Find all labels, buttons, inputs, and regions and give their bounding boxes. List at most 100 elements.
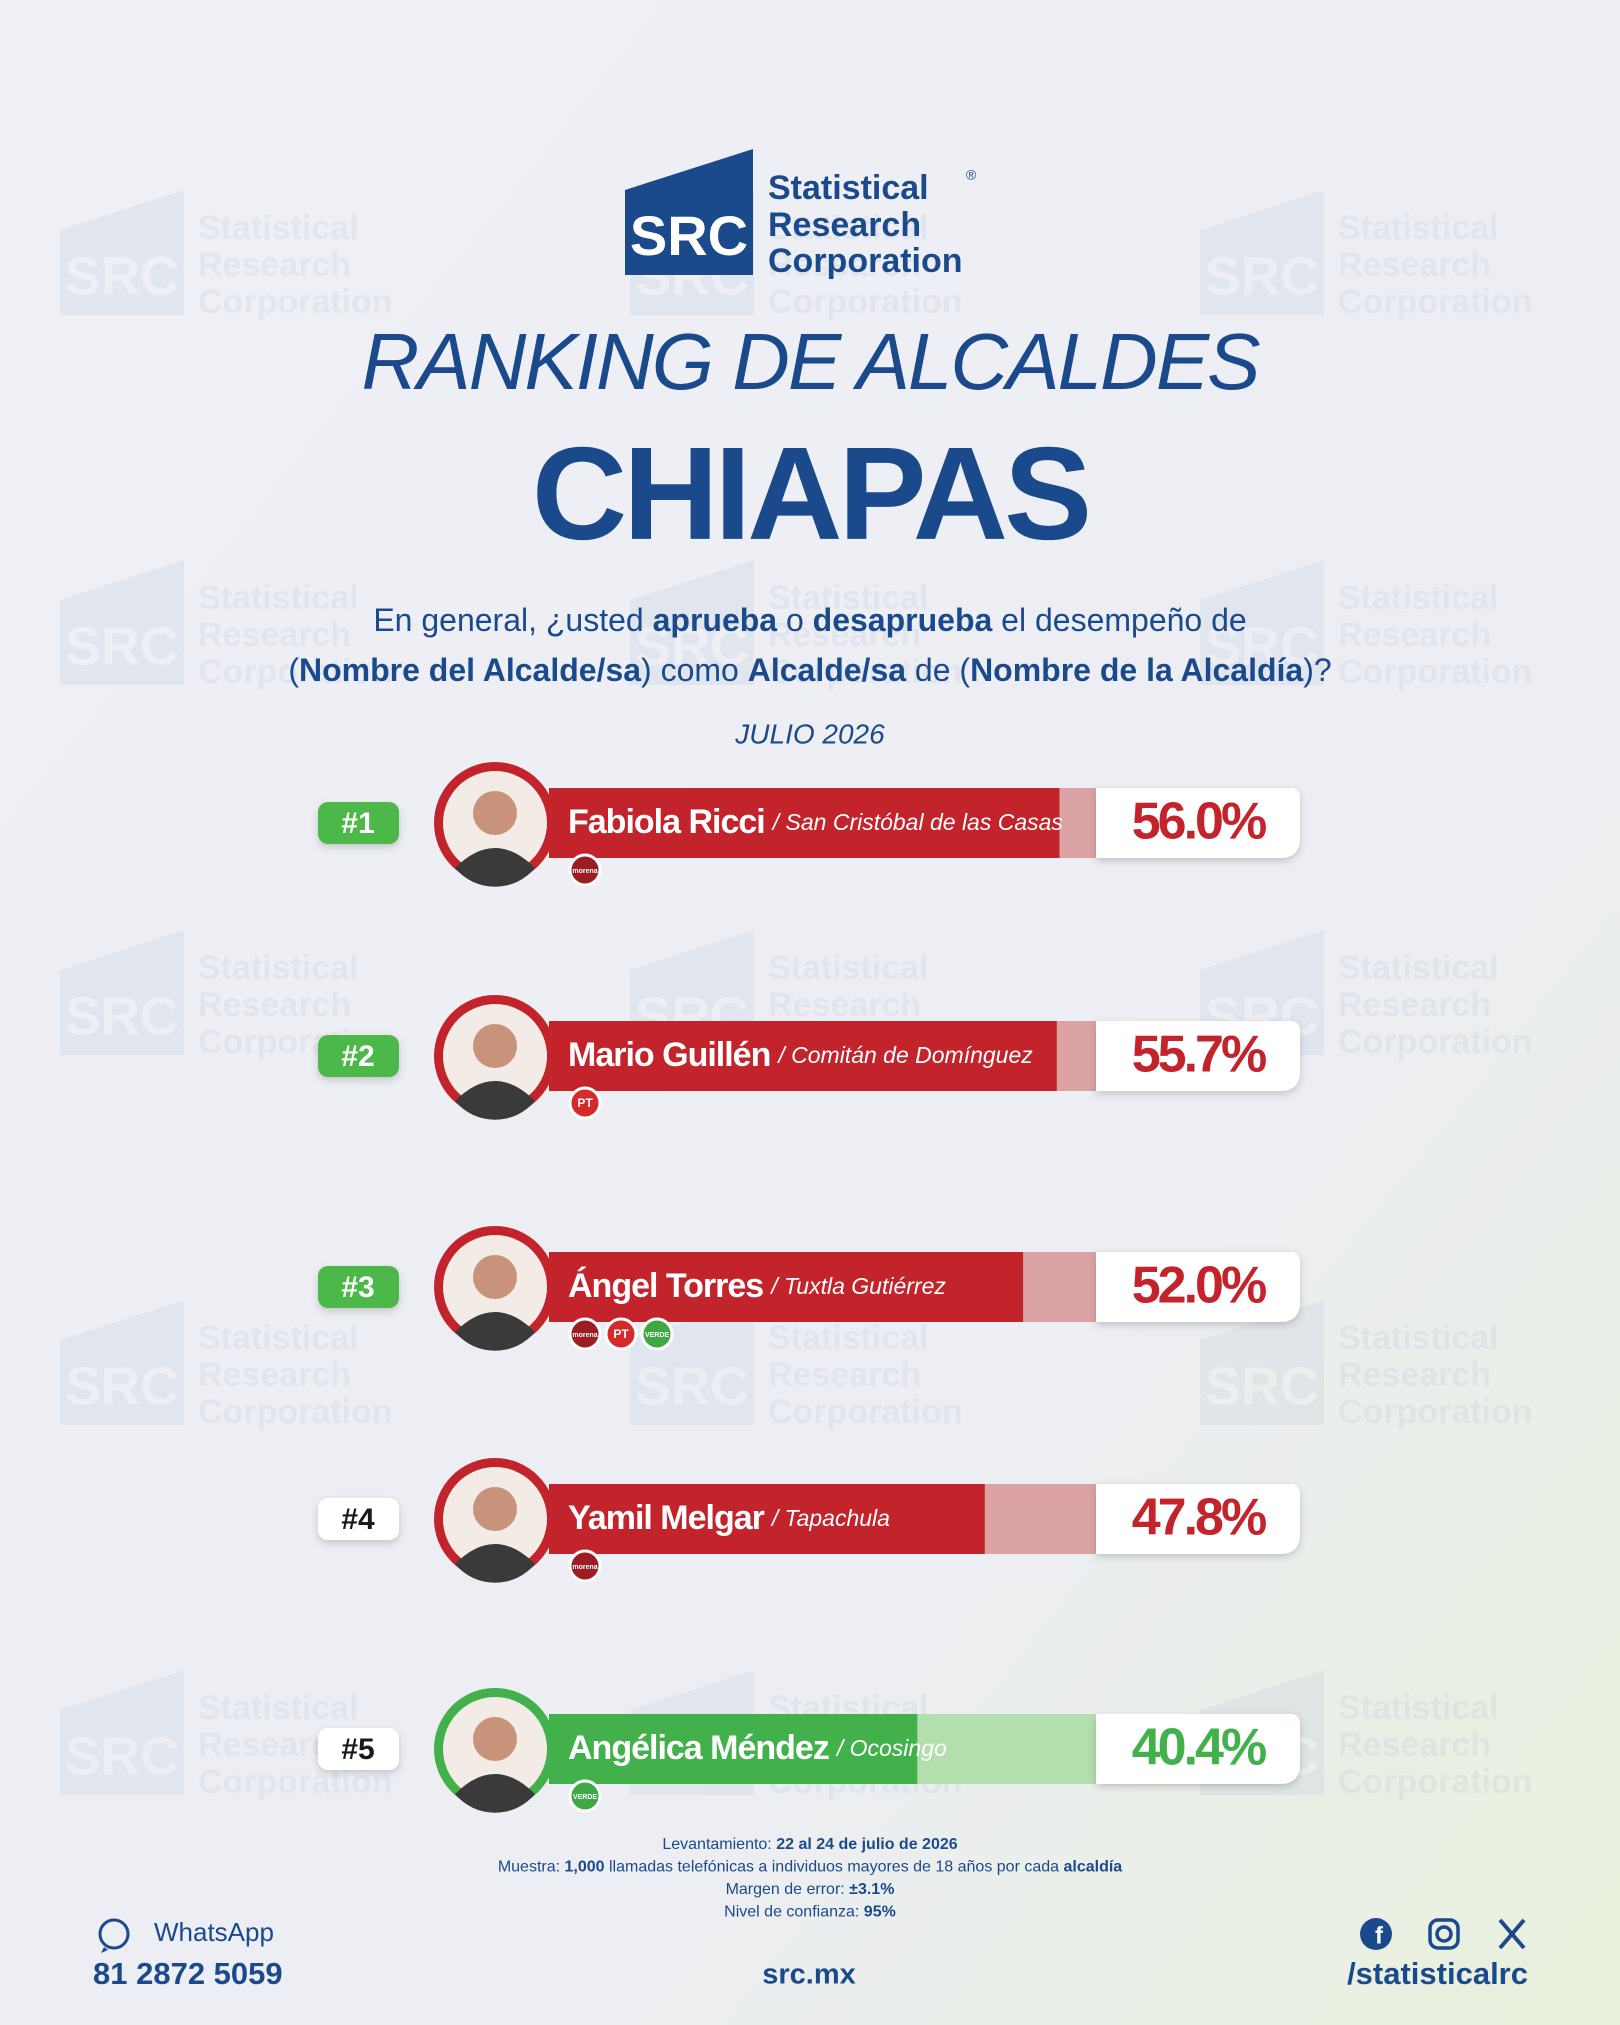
municipality: / Tapachula [770, 1505, 890, 1531]
rank-badge [318, 1266, 399, 1308]
logo-registered: ® [966, 167, 977, 183]
footer: WhatsApp 81 2872 5059 src.mx f /statisti… [93, 1836, 1528, 1991]
icon-ring [98, 1918, 130, 1950]
watermark-line: Statistical [1338, 209, 1499, 247]
logo-line: Statistical [768, 169, 929, 207]
rank-label: #2 [341, 1040, 374, 1073]
rank-label: #4 [341, 1503, 375, 1536]
watermark-line: Research [1338, 1356, 1491, 1394]
text-segment: Levantamiento: [662, 1836, 776, 1853]
watermark-line: Corporation [1338, 1393, 1533, 1431]
watermark-line: Statistical [768, 1319, 929, 1357]
watermark-mark: SRC [1205, 616, 1319, 676]
text-segment: Muestra: [498, 1859, 565, 1876]
party-label: morena [572, 868, 597, 875]
watermark-line: Corporation [768, 653, 963, 691]
watermark-line: Research [1338, 1726, 1491, 1764]
party-badge [568, 1549, 602, 1583]
instagram-icon[interactable] [1428, 1918, 1460, 1950]
subtitle: CHIAPAS [532, 420, 1088, 567]
text-segment: Nivel de confianza: [724, 1904, 864, 1921]
value-label: 40.4% [1132, 1719, 1266, 1777]
watermark-line: Corporation [1338, 1023, 1533, 1061]
watermark-line: Research [768, 986, 921, 1024]
logo-shape [625, 149, 753, 275]
avatar-body [455, 1312, 535, 1351]
watermark-line: Corporation [1338, 653, 1533, 691]
value-box [1096, 1484, 1300, 1554]
avatar-head [473, 791, 517, 835]
ranking-row: #2 55.7% Mario Guillén / Comitán de Domíngu… [318, 995, 1300, 1120]
value-label: 56.0% [1132, 793, 1266, 851]
candidate-name: Mario Guillén [568, 1036, 770, 1074]
party-label: PT [613, 1327, 629, 1341]
facebook-icon[interactable] [1360, 1918, 1392, 1950]
party-label: morena [572, 1564, 597, 1571]
watermark-line: Statistical [198, 209, 359, 247]
watermark-line: Statistical [198, 1319, 359, 1357]
watermark-line: Research [1338, 616, 1491, 654]
social-handle: /statisticalrc [1347, 1956, 1528, 1991]
watermark-line: Research [198, 986, 351, 1024]
municipality: / Ocosingo [835, 1735, 947, 1761]
watermark-shape [60, 1300, 184, 1425]
party-badge [568, 1779, 602, 1813]
ranking-row: #4 47.8% Yamil Melgar / Tapachula morena [318, 1458, 1300, 1583]
candidate: Ángel Torres / Tuxtla Gutiérrez [568, 1267, 946, 1305]
watermark-line: Statistical [768, 209, 929, 247]
rank-label: #1 [341, 807, 374, 840]
candidate-name: Yamil Melgar [568, 1499, 765, 1537]
whatsapp-label: WhatsApp [154, 1917, 274, 1947]
watermark-line: Corporation [1338, 1763, 1533, 1801]
text-segment: de ( [906, 652, 970, 688]
watermark-mark: SRC [65, 1726, 179, 1786]
title: RANKING DE ALCALDES [361, 317, 1260, 406]
watermark-shape [1200, 560, 1324, 685]
methodology-line: Margen de error: ±3.1% [726, 1881, 895, 1898]
bar [549, 1252, 1024, 1322]
text-segment: Nombre del Alcalde/sa [299, 652, 641, 688]
watermark-line: Research [1338, 246, 1491, 284]
value-label: 55.7% [1132, 1026, 1266, 1084]
rank-badge [318, 1498, 399, 1540]
avatar-body [455, 848, 535, 887]
watermark-mark: SRC [635, 1356, 749, 1416]
watermark-shape [1200, 190, 1324, 315]
text-segment: ±3.1% [849, 1881, 894, 1898]
date: JULIO 2026 [734, 718, 885, 749]
watermark-mark: SRC [65, 616, 179, 676]
bar [549, 1021, 1057, 1091]
watermark-mark: SRC [635, 616, 749, 676]
bar [549, 1714, 918, 1784]
avatar-head [473, 1255, 517, 1299]
watermark-line: Statistical [1338, 949, 1499, 987]
party-label: PT [577, 1096, 593, 1110]
watermark-line: Research [198, 1356, 351, 1394]
watermark-mark: SRC [65, 986, 179, 1046]
avatar-head [473, 1487, 517, 1531]
bar [549, 1484, 985, 1554]
text-segment: ) como [641, 652, 748, 688]
website: src.mx [762, 1959, 856, 1991]
whatsapp-icon [98, 1918, 130, 1953]
watermark-line: Corporation [198, 653, 393, 691]
x-icon[interactable] [1498, 1918, 1526, 1950]
watermark-line: Corporation [198, 1393, 393, 1431]
avatar-body [455, 1774, 535, 1813]
watermark-line: Statistical [198, 949, 359, 987]
watermark-line: Statistical [768, 949, 929, 987]
watermark-line: Research [1338, 986, 1491, 1024]
watermark-mark: SRC [65, 1356, 179, 1416]
avatar-body [455, 1544, 535, 1583]
watermark-line: Research [768, 246, 921, 284]
candidate-name: Ángel Torres [568, 1267, 763, 1305]
text-segment: )? [1303, 652, 1331, 688]
rank-label: #5 [341, 1733, 374, 1766]
